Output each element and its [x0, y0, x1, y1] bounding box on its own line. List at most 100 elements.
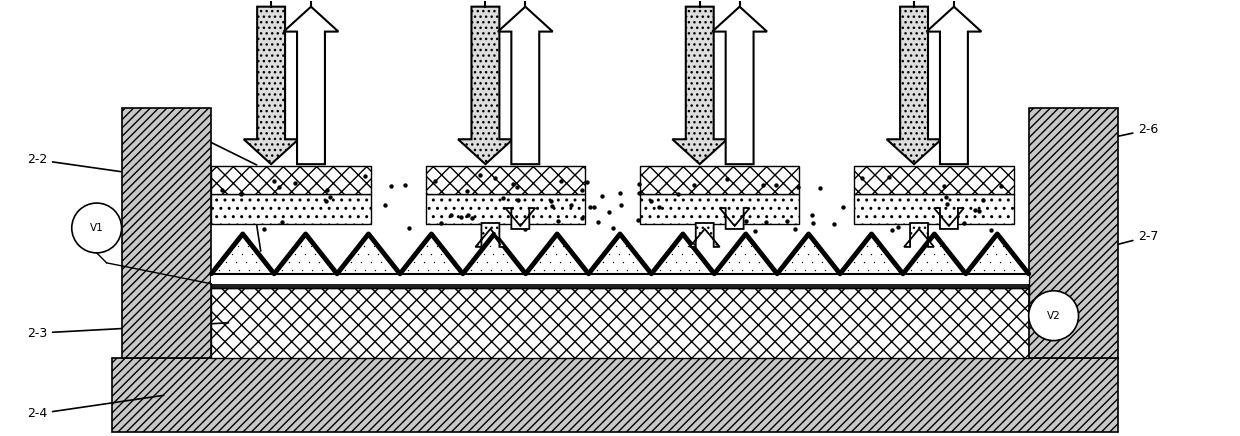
Point — [599, 209, 619, 216]
Point — [753, 182, 773, 189]
Point — [458, 211, 477, 218]
Point — [629, 216, 649, 223]
Bar — [640, 194, 800, 224]
Polygon shape — [714, 234, 777, 274]
Point — [573, 215, 593, 222]
Bar — [425, 166, 585, 194]
Point — [515, 225, 534, 232]
Point — [745, 227, 765, 234]
Point — [317, 186, 337, 193]
Point — [603, 224, 622, 231]
Bar — [854, 194, 1014, 224]
Polygon shape — [934, 208, 963, 229]
Point — [629, 181, 649, 188]
Point — [503, 181, 523, 187]
Point — [451, 214, 471, 221]
Bar — [112, 358, 1118, 433]
Point — [542, 202, 562, 209]
Point — [802, 212, 822, 219]
Polygon shape — [337, 234, 401, 274]
Point — [320, 194, 340, 201]
Polygon shape — [463, 234, 526, 274]
Point — [810, 184, 830, 191]
Circle shape — [72, 203, 122, 253]
Point — [399, 225, 419, 232]
Polygon shape — [672, 7, 727, 164]
Point — [560, 202, 580, 209]
Point — [789, 184, 808, 191]
Bar — [1029, 109, 1118, 358]
Text: 2-6: 2-6 — [1076, 123, 1158, 145]
Text: V2: V2 — [1047, 311, 1060, 321]
Point — [273, 218, 293, 225]
Point — [548, 218, 568, 225]
Polygon shape — [244, 7, 299, 164]
Point — [578, 179, 598, 186]
Polygon shape — [589, 234, 651, 274]
Bar — [211, 166, 371, 194]
Point — [584, 204, 604, 211]
Bar — [211, 274, 1029, 284]
Point — [285, 180, 305, 187]
Text: 2-5: 2-5 — [242, 184, 262, 251]
Point — [461, 215, 481, 221]
Point — [954, 219, 973, 226]
Point — [668, 190, 688, 197]
Point — [374, 201, 394, 208]
Point — [432, 220, 451, 227]
Point — [879, 174, 899, 181]
Point — [735, 218, 755, 225]
Point — [630, 190, 650, 197]
Point — [485, 174, 505, 181]
Point — [580, 203, 600, 210]
Point — [649, 203, 668, 210]
Bar — [211, 288, 1029, 358]
Point — [981, 227, 1001, 234]
Point — [936, 201, 956, 208]
Polygon shape — [401, 234, 463, 274]
Point — [936, 194, 956, 201]
Point — [507, 183, 527, 190]
Point — [541, 197, 560, 204]
Point — [231, 190, 250, 197]
Polygon shape — [284, 7, 339, 164]
Point — [777, 218, 797, 225]
Point — [316, 198, 336, 204]
Polygon shape — [274, 234, 337, 274]
Bar — [211, 280, 1029, 288]
Point — [883, 226, 903, 233]
Point — [396, 181, 415, 188]
Point — [968, 207, 988, 214]
Bar — [640, 166, 800, 194]
Bar — [211, 194, 371, 224]
Point — [717, 176, 737, 183]
Polygon shape — [966, 234, 1029, 274]
Point — [572, 187, 591, 194]
Polygon shape — [926, 7, 981, 164]
Polygon shape — [719, 208, 750, 229]
Polygon shape — [904, 223, 934, 247]
Bar — [854, 166, 1014, 194]
Point — [756, 218, 776, 225]
Text: V1: V1 — [89, 223, 104, 233]
Point — [825, 220, 844, 227]
Point — [641, 198, 661, 205]
Point — [269, 183, 289, 190]
Text: 2-2: 2-2 — [27, 153, 164, 178]
Point — [458, 188, 477, 195]
Point — [991, 182, 1011, 189]
Polygon shape — [211, 234, 274, 274]
Polygon shape — [458, 7, 513, 164]
Point — [691, 224, 711, 231]
Point — [508, 197, 528, 204]
Circle shape — [1029, 291, 1079, 341]
Text: 2-3: 2-3 — [27, 323, 228, 340]
Point — [888, 224, 908, 231]
Polygon shape — [887, 7, 941, 164]
Point — [264, 178, 284, 185]
Point — [610, 189, 630, 196]
Point — [766, 181, 786, 188]
Polygon shape — [475, 223, 506, 247]
Polygon shape — [526, 234, 589, 274]
Point — [492, 195, 512, 202]
